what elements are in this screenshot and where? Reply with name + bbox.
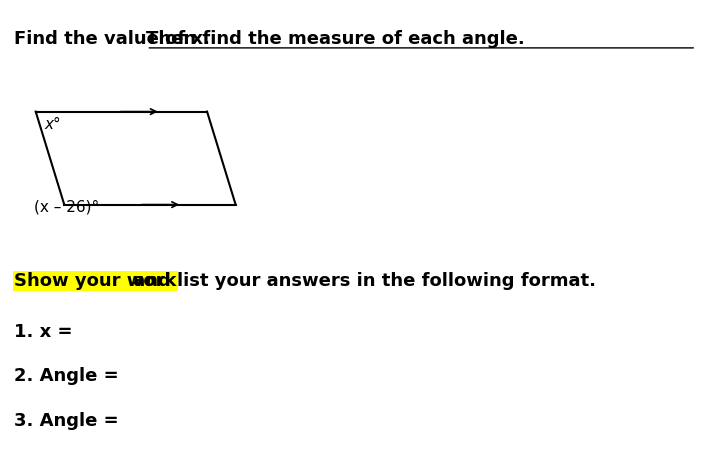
Text: Then find the measure of each angle.: Then find the measure of each angle. (146, 30, 525, 48)
Text: and list your answers in the following format.: and list your answers in the following f… (127, 272, 596, 290)
Text: 3. Angle =: 3. Angle = (14, 412, 119, 430)
Text: 1. x =: 1. x = (14, 323, 73, 341)
Text: (x – 26)°: (x – 26)° (34, 199, 99, 214)
Text: x°: x° (44, 117, 61, 132)
Text: Find the value of x.: Find the value of x. (14, 30, 223, 48)
Text: 2. Angle =: 2. Angle = (14, 367, 119, 385)
Text: Show your work: Show your work (14, 272, 177, 290)
